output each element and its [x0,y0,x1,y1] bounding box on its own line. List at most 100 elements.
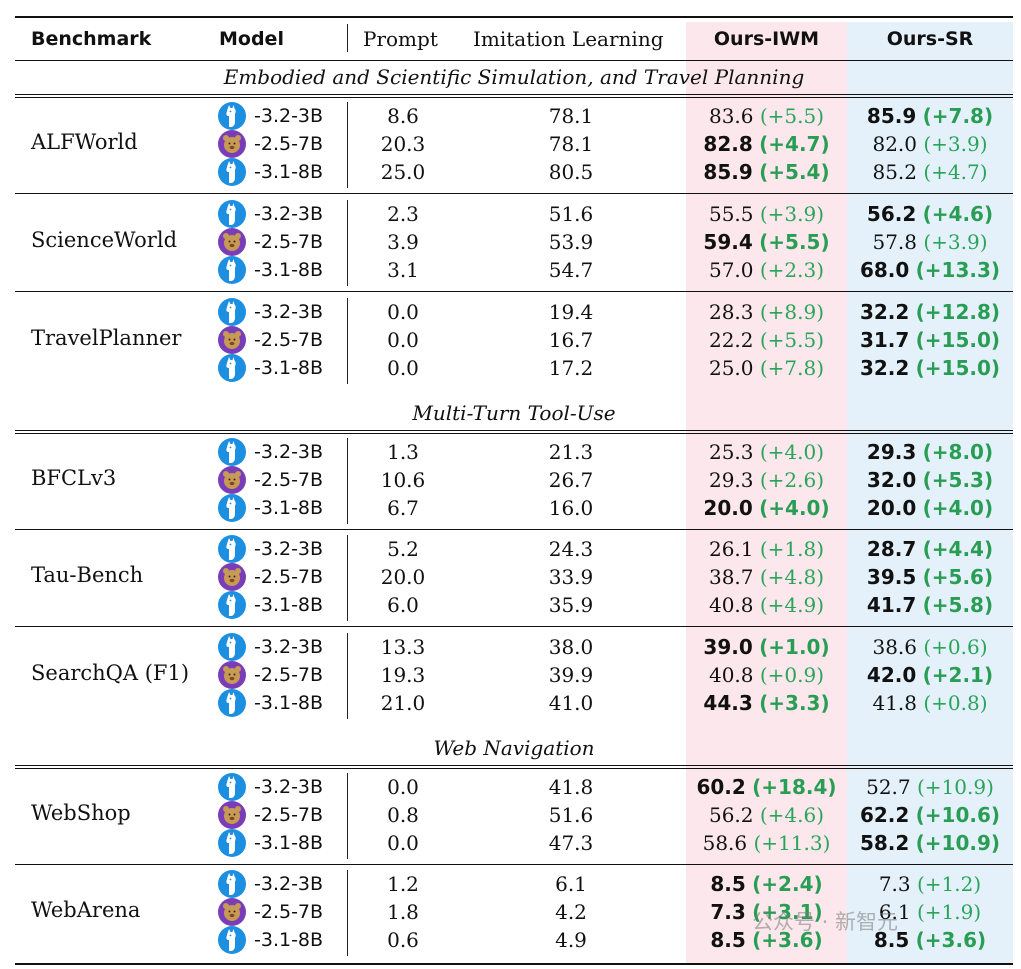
ours-sr-delta: (+1.9) [917,900,982,924]
ours-sr-delta: (+7.8) [922,104,994,128]
imitation-learning-value: 41.0 [548,691,594,715]
model-cell: -3.1-8B [218,494,323,522]
llama-icon [218,829,246,857]
ours-iwm-value: 60.2 [696,775,746,799]
ours-sr-delta: (+1.2) [917,872,982,896]
model-cell: -3.1-8B [218,158,323,186]
model-name: -3.1-8B [254,259,324,281]
section-title: Multi-Turn Tool-Use [412,401,616,425]
model-column-separator [347,438,348,524]
ours-sr-value: 57.8 [872,230,917,254]
qwen-icon [218,326,246,354]
model-column-separator [347,870,348,956]
llama-icon [218,298,246,326]
prompt-value: 10.6 [380,468,426,492]
llama-icon [218,158,246,186]
ours-sr-delta: (+15.0) [915,356,1001,380]
ours-iwm-result: 82.8 (+4.7) [686,130,847,158]
prompt-value: 0.0 [387,328,419,352]
ours-iwm-value: 83.6 [708,104,754,128]
ours-sr-value: 20.0 [866,496,917,520]
imitation-learning-value: 16.7 [548,328,594,352]
llama-icon [218,870,246,898]
model-column-separator [347,633,348,719]
model-name: -3.2-3B [254,105,324,127]
prompt-value: 20.3 [380,132,426,156]
ours-sr-value: 8.5 [873,928,910,952]
qwen-icon [218,801,246,829]
imitation-learning-value: 16.0 [548,496,594,520]
ours-iwm-delta: (+5.4) [759,160,830,184]
prompt-value: 0.0 [387,300,419,324]
ours-sr-delta: (+13.3) [915,258,1001,282]
ours-sr-result: 7.3 (+1.2) [847,870,1013,898]
ours-sr-delta: (+10.9) [915,831,1001,855]
imitation-learning-value: 33.9 [548,565,594,589]
model-cell: -2.5-7B [218,563,323,591]
prompt-value: 0.0 [387,775,419,799]
model-cell: -3.1-8B [218,256,323,284]
ours-iwm-value: 57.0 [708,258,754,282]
model-column-separator [347,535,348,621]
ours-iwm-value: 20.0 [703,496,753,520]
ours-iwm-delta: (+2.3) [759,258,825,282]
ours-iwm-value: 38.7 [708,565,754,589]
ours-sr-value: 82.0 [872,132,917,156]
ours-sr-value: 58.2 [859,831,910,855]
qwen-icon [218,563,246,591]
benchmark-rule [15,291,1013,292]
ours-sr-result: 57.8 (+3.9) [847,228,1013,256]
prompt-value: 0.6 [387,928,419,952]
ours-sr-result: 85.2 (+4.7) [847,158,1013,186]
ours-sr-delta: (+4.4) [922,537,994,561]
model-cell: -3.2-3B [218,298,323,326]
ours-sr-column-bg [847,22,1013,964]
ours-sr-result: 52.7 (+10.9) [847,773,1013,801]
ours-sr-value: 85.2 [872,160,917,184]
ours-sr-result: 58.2 (+10.9) [847,829,1013,857]
benchmark-rule [15,864,1013,865]
ours-sr-delta: (+0.8) [923,691,988,715]
prompt-value: 0.0 [387,831,419,855]
benchmark-name: BFCLv3 [31,466,117,490]
bottom-rule [15,963,1013,965]
model-cell: -2.5-7B [218,661,323,689]
imitation-learning-value: 26.7 [548,468,594,492]
imitation-learning-value: 80.5 [548,160,594,184]
benchmark-name: TravelPlanner [31,326,182,350]
ours-iwm-delta: (+8.9) [759,300,825,324]
model-name: -2.5-7B [254,231,324,253]
ours-iwm-result: 56.2 (+4.6) [686,801,847,829]
ours-sr-result: 31.7 (+15.0) [847,326,1013,354]
ours-iwm-result: 8.5 (+2.4) [686,870,847,898]
llama-icon [218,633,246,661]
ours-sr-value: 31.7 [859,328,910,352]
ours-sr-result: 56.2 (+4.6) [847,200,1013,228]
ours-iwm-result: 39.0 (+1.0) [686,633,847,661]
prompt-value: 6.0 [387,593,419,617]
ours-sr-value: 28.7 [866,537,917,561]
imitation-learning-value: 38.0 [548,635,594,659]
section-rule [15,765,1013,766]
section-title: Web Navigation [433,736,595,760]
ours-sr-value: 52.7 [866,775,911,799]
benchmark-name: ScienceWorld [31,228,178,252]
ours-sr-value: 41.8 [872,691,917,715]
ours-sr-value: 32.2 [859,300,910,324]
ours-iwm-delta: (+7.8) [759,356,825,380]
ours-iwm-value: 28.3 [708,300,754,324]
model-column-separator [347,773,348,859]
model-column-separator [347,298,348,384]
ours-sr-delta: (+10.9) [916,775,994,799]
ours-sr-result: 41.8 (+0.8) [847,689,1013,717]
ours-iwm-result: 8.5 (+3.6) [686,926,847,954]
benchmark-name: ALFWorld [31,130,138,154]
header-benchmark: Benchmark [31,28,152,50]
model-name: -3.2-3B [254,636,324,658]
ours-iwm-value: 40.8 [708,593,754,617]
model-cell: -3.2-3B [218,102,323,130]
ours-iwm-result: 40.8 (+0.9) [686,661,847,689]
benchmark-name: WebShop [31,801,131,825]
model-cell: -3.2-3B [218,633,323,661]
